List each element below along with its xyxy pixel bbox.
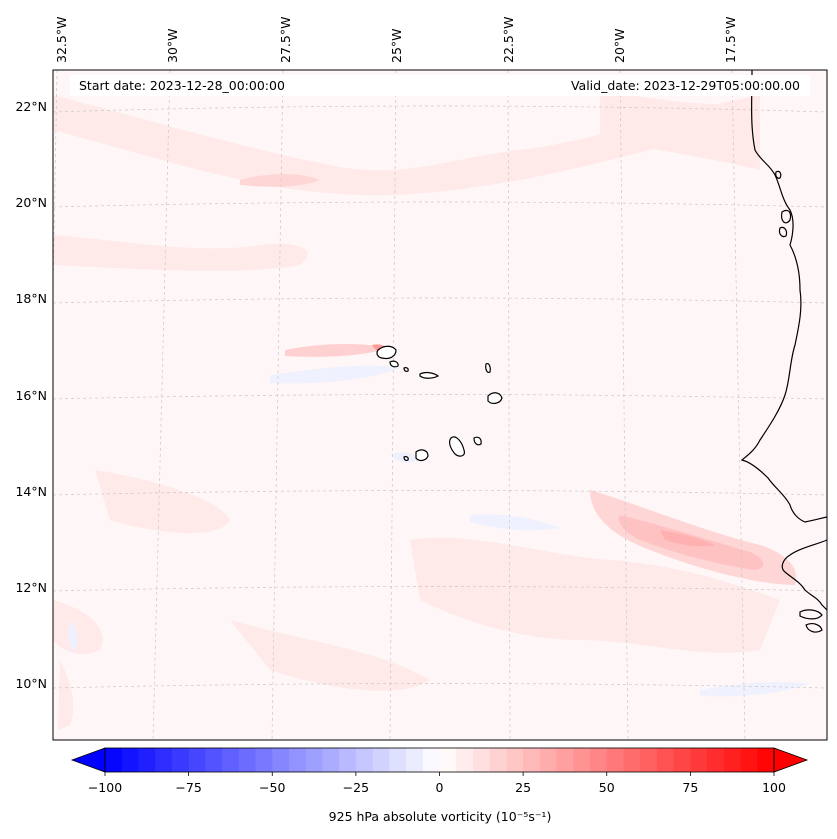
colorbar-cell xyxy=(489,748,507,772)
vorticity-contours-weak-positive xyxy=(53,90,780,730)
colorbar-tick-label: 0 xyxy=(436,780,444,795)
colorbar-extend-min xyxy=(70,747,106,773)
colorbar-cell xyxy=(305,748,323,772)
colorbar-cell xyxy=(539,748,557,772)
colorbar-label: 925 hPa absolute vorticity (10⁻⁵s⁻¹) xyxy=(329,809,552,824)
island-santa-luzia xyxy=(403,367,409,372)
colorbar-cell xyxy=(389,748,407,772)
colorbar: −100 −75 −50 −25 0 25 50 75 100 925 hPa absolute… xyxy=(70,747,809,824)
island-santiago xyxy=(449,436,465,457)
colorbar-cell xyxy=(322,748,340,772)
island-sao-vicente xyxy=(389,360,399,368)
colorbar-cell xyxy=(506,748,524,772)
parallels xyxy=(53,105,827,689)
header-strip xyxy=(70,75,810,96)
graticule xyxy=(53,70,827,740)
colorbar-cell xyxy=(238,748,256,772)
coastline-islands-bijagos xyxy=(799,609,823,633)
colorbar-tick-label: −100 xyxy=(88,780,122,795)
coastline-guinea-bissau xyxy=(781,539,827,611)
colorbar-ticks: −100 −75 −50 −25 0 25 50 75 100 xyxy=(88,772,786,795)
map-frame xyxy=(52,69,828,741)
island-sao-nicolau xyxy=(419,371,440,379)
colorbar-extend-max xyxy=(773,747,809,773)
colorbar-tick-label: −25 xyxy=(343,780,369,795)
colorbar-cell xyxy=(439,748,457,772)
colorbar-cell xyxy=(640,748,658,772)
meridians xyxy=(53,70,746,740)
colorbar-cell xyxy=(606,748,624,772)
vorticity-contours-strong-positive xyxy=(240,174,797,585)
coastline xyxy=(740,70,827,633)
lon-label-32-5w: 32.5°W xyxy=(54,17,69,63)
colorbar-cell xyxy=(205,748,223,772)
colorbar-tick-label: 50 xyxy=(599,780,615,795)
colorbar-cell xyxy=(690,748,708,772)
colorbar-cell xyxy=(757,748,775,772)
colorbar-tick-label: −50 xyxy=(259,780,285,795)
lat-label-22n: 22°N xyxy=(15,99,47,114)
colorbar-cell xyxy=(707,748,725,772)
colorbar-cell xyxy=(339,748,357,772)
island-fogo xyxy=(415,449,429,462)
colorbar-cell xyxy=(355,748,373,772)
colorbar-cell xyxy=(255,748,273,772)
colorbar-cell xyxy=(288,748,307,772)
colorbar-cell xyxy=(590,748,608,772)
colorbar-cell xyxy=(222,748,240,772)
colorbar-cell xyxy=(422,748,440,772)
coastline-mainland xyxy=(740,70,827,523)
colorbar-cell xyxy=(472,748,491,772)
island-santo-antao xyxy=(376,345,397,360)
longitude-labels: 32.5°W 30°W 27.5°W 25°W 22.5°W 20°W 17.5… xyxy=(54,17,738,63)
lat-label-16n: 16°N xyxy=(15,388,47,403)
colorbar-cell xyxy=(523,748,541,772)
lon-label-30w: 30°W xyxy=(165,28,180,63)
start-date-label: Start date: 2023-12-28_00:00:00 xyxy=(79,78,285,93)
colorbar-tick-label: 75 xyxy=(682,780,698,795)
island-maio xyxy=(473,436,482,446)
colorbar-cell xyxy=(673,748,691,772)
colorbar-cell xyxy=(623,748,641,772)
valid-date-label: Valid_date: 2023-12-29T05:00:00.00 xyxy=(571,78,800,93)
lat-label-18n: 18°N xyxy=(15,291,47,306)
lon-label-22-5w: 22.5°W xyxy=(501,17,516,63)
colorbar-cell xyxy=(556,748,574,772)
colorbar-cell xyxy=(155,748,173,772)
vorticity-contours-weak-negative xyxy=(67,365,810,697)
lon-label-27-5w: 27.5°W xyxy=(278,17,293,63)
colorbar-cell xyxy=(723,748,741,772)
island-boa-vista xyxy=(487,392,503,404)
colorbar-cell xyxy=(372,748,390,772)
colorbar-cell xyxy=(272,748,290,772)
map-panel xyxy=(53,70,827,740)
island-sal xyxy=(485,362,491,374)
colorbar-tick-label: −75 xyxy=(175,780,201,795)
lat-label-10n: 10°N xyxy=(15,676,47,691)
colorbar-cell xyxy=(406,748,424,772)
colorbar-cell xyxy=(740,748,758,772)
island-brava xyxy=(403,456,409,461)
lon-label-20w: 20°W xyxy=(612,28,627,63)
colorbar-cell xyxy=(456,748,474,772)
cape-verde-islands xyxy=(376,345,503,462)
colorbar-cells xyxy=(105,748,775,772)
lon-label-25w: 25°W xyxy=(389,28,404,63)
colorbar-cell xyxy=(121,748,139,772)
colorbar-cell xyxy=(656,748,675,772)
lat-label-12n: 12°N xyxy=(15,580,47,595)
lat-label-20n: 20°N xyxy=(15,195,47,210)
colorbar-tick-label: 100 xyxy=(762,780,786,795)
colorbar-cell xyxy=(171,748,190,772)
colorbar-cell xyxy=(138,748,156,772)
colorbar-cell xyxy=(105,748,123,772)
latitude-labels: 22°N 20°N 18°N 16°N 14°N 12°N 10°N xyxy=(15,99,47,691)
colorbar-cell xyxy=(573,748,591,772)
colorbar-cell xyxy=(188,748,206,772)
colorbar-tick-label: 25 xyxy=(515,780,531,795)
lon-label-17-5w: 17.5°W xyxy=(723,17,738,63)
lat-label-14n: 14°N xyxy=(15,484,47,499)
